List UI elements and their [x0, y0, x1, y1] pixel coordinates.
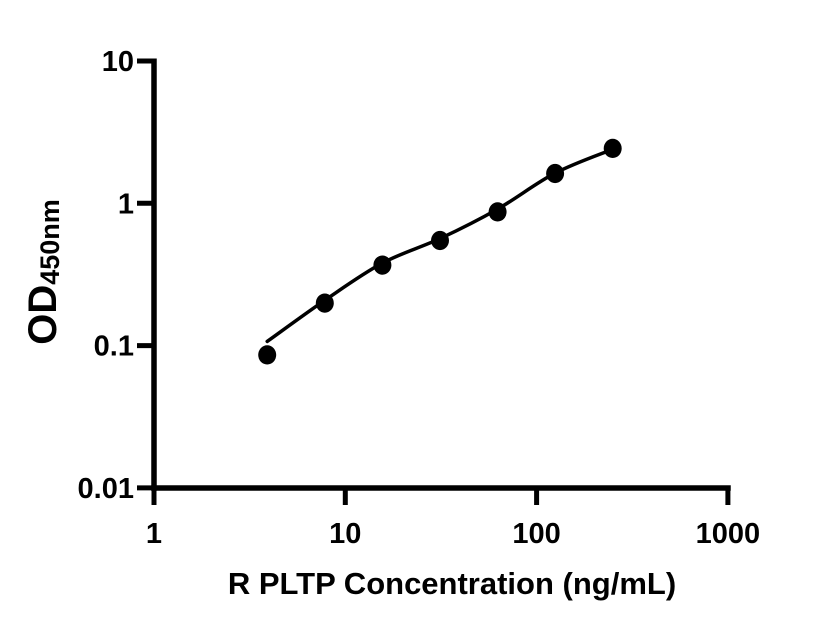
y-axis-title-main: OD: [21, 285, 65, 345]
x-tick-label: 100: [512, 518, 560, 550]
y-axis-title-sub: 450nm: [35, 199, 65, 285]
y-tick-label: 0.1: [94, 331, 134, 363]
y-tick-label: 10: [102, 46, 134, 78]
data-series-group: [258, 138, 622, 365]
data-point: [546, 163, 565, 184]
axis-ticks-group: 1 10 100 1000 10 1 0.1 0.01: [78, 46, 761, 550]
x-axis-title: R PLTP Concentration (ng/mL): [228, 566, 676, 601]
data-point: [603, 138, 622, 158]
data-point: [488, 202, 507, 222]
y-axis-title: OD450nm: [21, 199, 65, 345]
y-tick-label: 1: [118, 188, 134, 220]
data-point: [431, 230, 449, 251]
x-tick-label: 10: [329, 518, 361, 550]
x-tick-label: 1: [146, 518, 162, 550]
y-tick-label: 0.01: [78, 473, 134, 505]
data-point: [373, 255, 392, 275]
data-point: [315, 293, 334, 313]
data-point: [258, 345, 277, 365]
x-tick-label: 1000: [696, 518, 761, 550]
